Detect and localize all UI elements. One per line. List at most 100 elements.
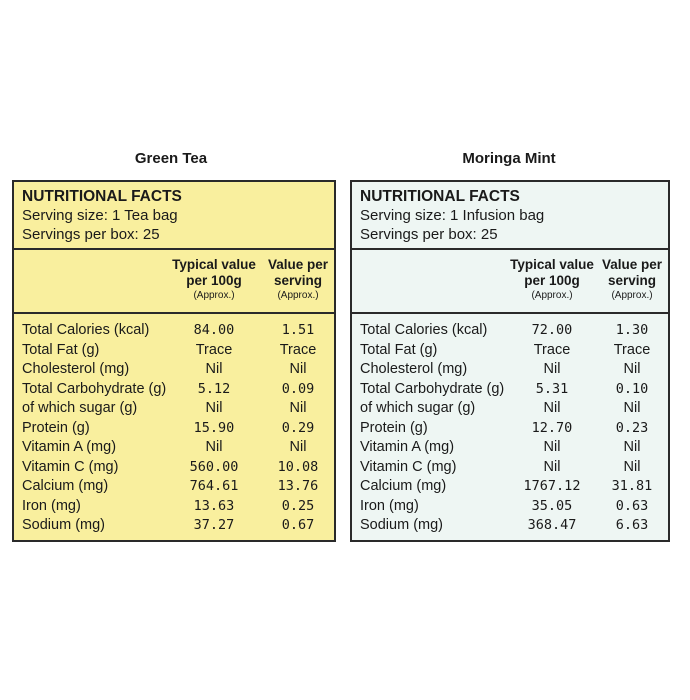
nutrient-label: Vitamin A (mg) bbox=[22, 439, 117, 455]
column-header-line2: serving bbox=[607, 273, 657, 288]
column-header-line2: per 100g bbox=[186, 273, 242, 288]
value-per-serving: Nil bbox=[289, 400, 307, 416]
nutrient-label: Total Carbohydrate (g) bbox=[22, 380, 167, 397]
nutrient-label: Sodium (mg) bbox=[360, 517, 443, 533]
approx-note: (Approx.) bbox=[193, 290, 235, 301]
nutrient-row: Protein (g) 15.90 0.29 bbox=[14, 419, 334, 439]
value-per-100g: 35.05 bbox=[531, 497, 573, 514]
value-per-100g: Nil bbox=[205, 439, 223, 455]
serving-size: Serving size: 1 Infusion bag bbox=[360, 207, 545, 224]
nutrient-label: of which sugar (g) bbox=[22, 400, 138, 416]
value-per-100g: 72.00 bbox=[531, 322, 573, 338]
nutrient-label: Vitamin A (mg) bbox=[360, 439, 455, 455]
value-per-serving: 0.29 bbox=[281, 419, 315, 436]
column-headers: Typical value per 100g (Approx.) Value p… bbox=[352, 250, 668, 314]
nutrient-row: Total Fat (g) Trace Trace bbox=[14, 341, 334, 361]
column-header-per-serving: Value per serving (Approx.) bbox=[596, 257, 668, 303]
panel-header: NUTRITIONAL FACTS Serving size: 1 Infusi… bbox=[352, 182, 668, 250]
value-per-serving: Nil bbox=[623, 361, 641, 377]
nutrient-rows: Total Calories (kcal) 72.00 1.30 Total Fat … bbox=[352, 314, 668, 536]
approx-note: (Approx.) bbox=[611, 290, 653, 301]
nutrient-label: Iron (mg) bbox=[22, 497, 81, 514]
column-header-line2: serving bbox=[273, 273, 323, 288]
value-per-serving: 0.25 bbox=[281, 497, 315, 514]
product-title-green-tea: Green Tea bbox=[134, 150, 208, 167]
value-per-100g: Nil bbox=[205, 361, 223, 377]
nutrient-row: Iron (mg) 13.63 0.25 bbox=[14, 497, 334, 517]
value-per-serving: 1.51 bbox=[281, 322, 315, 338]
value-per-100g: 560.00 bbox=[189, 458, 239, 475]
nutrient-label: Iron (mg) bbox=[360, 497, 419, 514]
nutrient-label: Total Calories (kcal) bbox=[22, 322, 150, 338]
value-per-serving: 0.63 bbox=[615, 497, 649, 514]
value-per-100g: Trace bbox=[195, 341, 233, 358]
nutrient-label: Protein (g) bbox=[22, 419, 90, 436]
nutrient-label: Sodium (mg) bbox=[22, 517, 105, 533]
column-header-line1: Typical value bbox=[510, 257, 594, 272]
facts-heading: NUTRITIONAL FACTS bbox=[360, 188, 520, 205]
value-per-100g: Nil bbox=[543, 361, 561, 377]
nutrient-label: Total Fat (g) bbox=[22, 341, 100, 358]
nutrient-row: Cholesterol (mg) Nil Nil bbox=[14, 360, 334, 380]
value-per-100g: Nil bbox=[543, 439, 561, 455]
value-per-100g: 15.90 bbox=[193, 419, 235, 436]
approx-note: (Approx.) bbox=[531, 290, 573, 301]
value-per-100g: Trace bbox=[533, 341, 571, 358]
value-per-100g: 13.63 bbox=[193, 497, 235, 514]
value-per-serving: 0.23 bbox=[615, 419, 649, 436]
nutrient-row: of which sugar (g) Nil Nil bbox=[352, 399, 668, 419]
nutrient-row: of which sugar (g) Nil Nil bbox=[14, 399, 334, 419]
value-per-100g: Nil bbox=[205, 400, 223, 416]
nutrient-row: Sodium (mg) 37.27 0.67 bbox=[14, 516, 334, 536]
value-per-serving: Trace bbox=[613, 341, 651, 358]
nutrient-rows: Total Calories (kcal) 84.00 1.51 Total Fat … bbox=[14, 314, 334, 536]
servings-per-box: Servings per box: 25 bbox=[22, 226, 160, 243]
value-per-serving: Nil bbox=[289, 361, 307, 377]
value-per-100g: 764.61 bbox=[189, 478, 239, 494]
value-per-100g: 84.00 bbox=[193, 322, 235, 338]
product-title-moringa-mint: Moringa Mint bbox=[462, 150, 556, 167]
nutrient-row: Total Calories (kcal) 72.00 1.30 bbox=[352, 321, 668, 341]
nutrient-label: Total Calories (kcal) bbox=[360, 322, 488, 338]
nutrient-label: Vitamin C (mg) bbox=[22, 458, 119, 475]
value-per-100g: 5.12 bbox=[197, 380, 231, 397]
value-per-100g: Nil bbox=[543, 400, 561, 416]
nutrient-label: Cholesterol (mg) bbox=[360, 361, 468, 377]
value-per-serving: 0.09 bbox=[281, 380, 315, 397]
column-headers: Typical value per 100g (Approx.) Value p… bbox=[14, 250, 334, 314]
value-per-serving: Nil bbox=[623, 458, 641, 475]
nutrient-label: Calcium (mg) bbox=[360, 478, 447, 494]
value-per-100g: 37.27 bbox=[193, 517, 235, 533]
nutrient-label: Total Carbohydrate (g) bbox=[360, 380, 505, 397]
value-per-100g: 12.70 bbox=[531, 419, 573, 436]
nutrient-row: Total Carbohydrate (g) 5.12 0.09 bbox=[14, 380, 334, 400]
value-per-serving: Nil bbox=[623, 400, 641, 416]
value-per-100g: 1767.12 bbox=[523, 478, 581, 494]
value-per-serving: 0.67 bbox=[281, 517, 315, 533]
column-header-per-100g: Typical value per 100g (Approx.) bbox=[164, 257, 264, 303]
column-header-line1: Typical value bbox=[172, 257, 256, 272]
nutrient-row: Total Calories (kcal) 84.00 1.51 bbox=[14, 321, 334, 341]
facts-heading: NUTRITIONAL FACTS bbox=[22, 188, 182, 205]
nutrient-row: Total Carbohydrate (g) 5.31 0.10 bbox=[352, 380, 668, 400]
serving-size: Serving size: 1 Tea bag bbox=[22, 207, 178, 224]
value-per-serving: 0.10 bbox=[615, 380, 649, 397]
nutrient-label: Total Fat (g) bbox=[360, 341, 438, 358]
nutrient-row: Iron (mg) 35.05 0.63 bbox=[352, 497, 668, 517]
column-header-per-serving: Value per serving (Approx.) bbox=[262, 257, 334, 303]
value-per-serving: Trace bbox=[279, 341, 317, 358]
value-per-100g: 5.31 bbox=[535, 380, 569, 397]
nutrition-panel-green-tea: NUTRITIONAL FACTS Serving size: 1 Tea ba… bbox=[12, 180, 336, 542]
nutrient-label: of which sugar (g) bbox=[360, 400, 476, 416]
nutrient-row: Calcium (mg) 1767.12 31.81 bbox=[352, 477, 668, 497]
value-per-100g: 368.47 bbox=[527, 517, 577, 533]
value-per-serving: Nil bbox=[623, 439, 641, 455]
value-per-serving: Nil bbox=[289, 439, 307, 455]
value-per-100g: Nil bbox=[543, 458, 561, 475]
nutrient-label: Protein (g) bbox=[360, 419, 428, 436]
approx-note: (Approx.) bbox=[277, 290, 319, 301]
value-per-serving: 10.08 bbox=[277, 458, 319, 475]
panel-header: NUTRITIONAL FACTS Serving size: 1 Tea ba… bbox=[14, 182, 334, 250]
column-header-line1: Value per bbox=[267, 257, 329, 272]
value-per-serving: 1.30 bbox=[615, 322, 649, 338]
